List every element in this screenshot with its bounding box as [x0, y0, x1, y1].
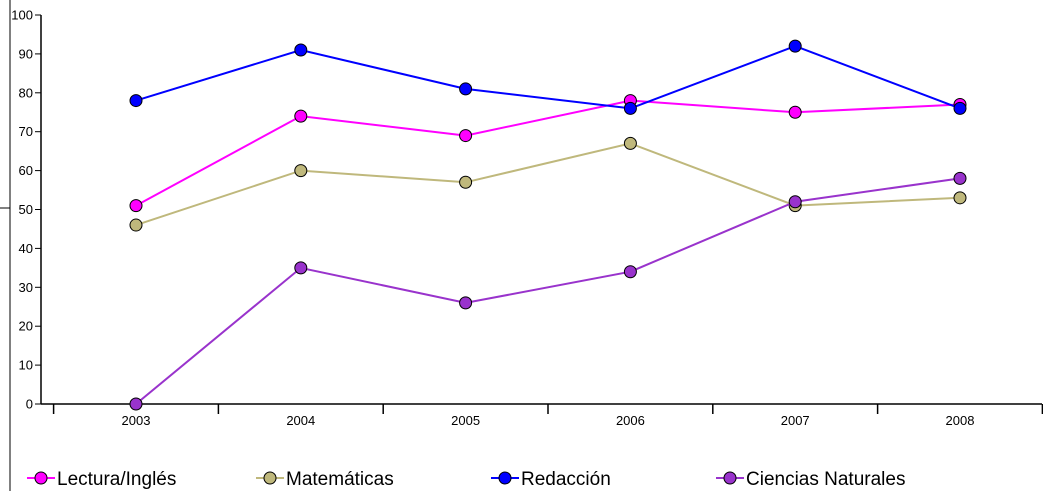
- x-tick-label: 2008: [946, 413, 975, 428]
- legend-item: Ciencias Naturales: [716, 469, 905, 490]
- y-tick-label: 60: [19, 163, 33, 178]
- data-point: [459, 296, 473, 310]
- data-point: [623, 101, 637, 115]
- series-2: [129, 136, 967, 232]
- data-point: [294, 164, 308, 178]
- x-tick-label: 2006: [616, 413, 645, 428]
- series-line: [135, 142, 961, 227]
- series-line: [135, 99, 961, 207]
- y-tick-label: 50: [19, 202, 33, 217]
- chart-legend: Lectura/Inglés Matemáticas Redacción Cienci…: [27, 469, 905, 490]
- data-point: [459, 129, 473, 143]
- data-point: [623, 136, 637, 150]
- data-point: [953, 101, 967, 115]
- legend-label: Redacción: [521, 469, 611, 490]
- legend-swatch-marker: [34, 471, 48, 485]
- data-point: [953, 191, 967, 205]
- x-tick-label: 2005: [451, 413, 480, 428]
- data-point: [129, 397, 143, 411]
- y-tick-label: 0: [26, 397, 33, 412]
- series-line: [135, 177, 961, 405]
- chart-series: [129, 39, 967, 411]
- data-point: [788, 105, 802, 119]
- y-tick-label: 100: [11, 8, 33, 23]
- data-point: [294, 261, 308, 275]
- series-line: [135, 45, 961, 110]
- x-tick-label: 2007: [781, 413, 810, 428]
- data-point: [953, 171, 967, 185]
- y-tick-label: 10: [19, 358, 33, 373]
- data-point: [294, 109, 308, 123]
- legend-swatch-marker: [263, 471, 277, 485]
- series-1: [129, 94, 967, 213]
- x-axis-ticks: 2003 2004 2005 2006 2007 2008: [52, 404, 1043, 428]
- x-tick-label: 2003: [122, 413, 151, 428]
- data-point: [788, 195, 802, 209]
- data-point: [129, 199, 143, 213]
- data-point: [294, 43, 308, 57]
- legend-item: Matemáticas: [256, 469, 394, 490]
- y-tick-label: 30: [19, 280, 33, 295]
- data-point: [129, 94, 143, 108]
- data-point: [459, 82, 473, 96]
- y-tick-label: 40: [19, 241, 33, 256]
- legend-label: Ciencias Naturales: [746, 469, 905, 490]
- data-point: [129, 218, 143, 232]
- data-point: [623, 265, 637, 279]
- series-4: [129, 171, 967, 411]
- legend-label: Matemáticas: [286, 469, 394, 490]
- series-3: [129, 39, 967, 115]
- y-tick-label: 80: [19, 85, 33, 100]
- legend-swatch-marker: [723, 471, 737, 485]
- legend-item: Lectura/Inglés: [27, 469, 176, 490]
- x-tick-label: 2004: [286, 413, 315, 428]
- legend-label: Lectura/Inglés: [57, 469, 176, 490]
- legend-swatch-marker: [498, 471, 512, 485]
- y-tick-label: 90: [19, 46, 33, 61]
- y-axis-ticks: 0 10 20 30 40 50 60 70 80 90 100: [11, 8, 41, 412]
- y-tick-label: 70: [19, 124, 33, 139]
- data-point: [459, 175, 473, 189]
- y-tick-label: 20: [19, 319, 33, 334]
- data-point: [788, 39, 802, 53]
- legend-item: Redacción: [491, 469, 611, 490]
